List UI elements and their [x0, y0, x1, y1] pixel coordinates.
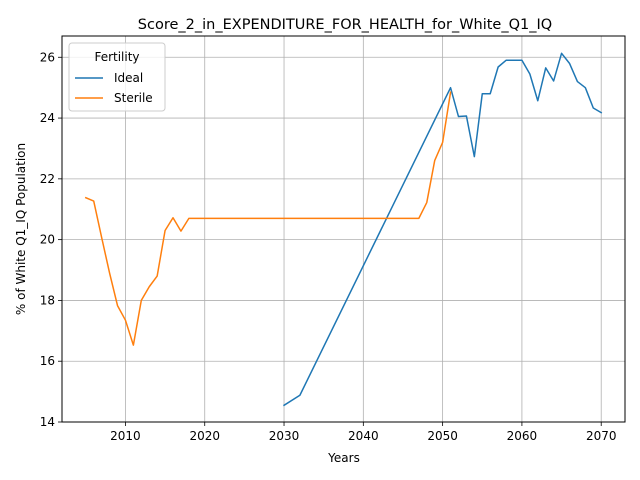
y-tick-label: 26: [40, 50, 55, 64]
x-axis-label: Years: [327, 451, 360, 465]
series-line-sterile: [84, 91, 452, 346]
legend-box: [68, 42, 166, 112]
chart-title: Score_2_in_EXPENDITURE_FOR_HEALTH_for_Wh…: [138, 17, 552, 33]
y-tick-label: 20: [40, 233, 55, 247]
legend-label-sterile: Sterile: [114, 91, 153, 105]
series-line-ideal: [282, 52, 603, 407]
y-tick-label: 22: [40, 172, 55, 186]
x-tick-label: 2070: [586, 429, 617, 443]
y-tick-label: 18: [40, 293, 55, 307]
y-tick-label: 16: [40, 354, 55, 368]
x-tick-label: 2010: [110, 429, 141, 443]
y-tick-label: 14: [40, 415, 55, 429]
x-tick-label: 2030: [269, 429, 300, 443]
legend-title: Fertility: [94, 50, 139, 64]
plot-frame: [61, 35, 626, 423]
x-tick-label: 2040: [348, 429, 379, 443]
x-tick-label: 2060: [507, 429, 538, 443]
legend: Fertility Ideal Sterile: [68, 42, 166, 112]
legend-label-ideal: Ideal: [114, 71, 143, 85]
x-tick-label: 2050: [427, 429, 458, 443]
axis-ticks: 2010 2020 2030 2040 2050 2060 2070 14 16 18 20 22 24…: [40, 50, 617, 443]
x-tick-label: 2020: [189, 429, 220, 443]
y-tick-label: 24: [40, 111, 55, 125]
y-axis-label: % of White Q1_IQ Population: [14, 143, 28, 315]
series-layer: [84, 52, 603, 407]
